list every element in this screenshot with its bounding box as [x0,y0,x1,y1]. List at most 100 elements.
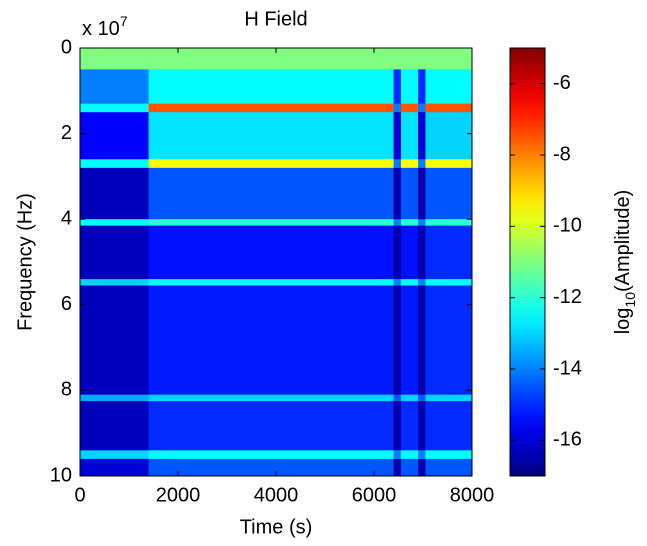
y-axis-label: Frequency (Hz) [14,193,36,331]
heat-cell [80,458,150,477]
heat-cell [425,69,473,105]
heat-cell [418,394,426,402]
heat-cell [148,112,395,160]
x-tick-label: 8000 [450,484,495,506]
heat-cell [393,219,402,227]
heat-cell [80,167,150,220]
heat-cell [80,285,150,396]
heat-cell [148,450,395,460]
heat-cell [425,279,473,287]
heat-cell [425,103,473,113]
colorbar-tick-label: -14 [553,357,582,379]
heat-cell [148,167,395,220]
heat-cell [148,279,395,287]
y-tick-label: 6 [61,293,72,315]
heat-cell [393,167,402,220]
heat-cell [80,159,150,169]
heat-cell [425,48,473,70]
heat-cell [148,458,395,477]
heat-cell [393,69,402,105]
heat-cell [148,219,395,227]
heat-cell [425,112,473,160]
heat-cell [80,69,150,105]
heat-cell [80,48,150,70]
heat-cell [418,159,426,169]
heat-cell [393,103,402,113]
colorbar-tick-label: -8 [553,143,571,165]
heat-cell [80,401,150,451]
heat-cell [418,450,426,460]
heat-cell [418,112,426,160]
heat-cell [80,394,150,402]
heat-cell [400,159,419,169]
heat-cell [400,219,419,227]
heat-cell [80,279,150,287]
colorbar [509,47,546,477]
heat-cell [393,112,402,160]
heat-cell [148,103,395,113]
heat-cell [400,450,419,460]
colorbar-label-rest: (Amplitude) [612,190,634,292]
heat-cell [418,167,426,220]
heat-cell [418,69,426,105]
heat-cell [80,112,150,160]
heat-cell [425,159,473,169]
heat-cell [400,394,419,402]
heat-cell [400,103,419,113]
heat-cell [425,167,473,220]
heat-cell [418,401,426,451]
heat-cell [393,225,402,280]
y-tick-label: 2 [61,122,72,144]
heat-cell [418,279,426,287]
heat-cell [148,48,395,70]
heat-cell [418,48,426,70]
heat-cell [80,219,150,227]
heat-cell [400,285,419,396]
y-multiplier-base: x 10 [82,18,120,40]
heat-cell [393,279,402,287]
y-tick-label: 4 [61,207,72,229]
x-tick-label: 0 [74,484,85,506]
heat-cell [400,225,419,280]
heat-cell [400,401,419,451]
heat-cell [393,159,402,169]
heat-cell [148,285,395,396]
x-tick-label: 4000 [254,484,299,506]
colorbar-label: log10(Amplitude) [612,190,637,335]
heat-cell [418,103,426,113]
heat-cell [425,394,473,402]
x-axis-label: Time (s) [240,516,313,538]
heat-cell [148,401,395,451]
x-tick-label: 6000 [352,484,397,506]
colorbar-tick-label: -16 [553,429,582,451]
x-tick-label: 2000 [156,484,201,506]
heat-cell [148,69,395,105]
heat-cell [148,159,395,169]
heat-cell [425,285,473,396]
heat-cell [400,69,419,105]
heat-cell [148,225,395,280]
y-tick-label: 0 [61,36,72,58]
colorbar-tick-label: -12 [553,286,582,308]
heat-cell [393,48,402,70]
y-tick-label: 8 [61,379,72,401]
heat-cell [400,458,419,477]
heat-cell [400,167,419,220]
heat-cell [393,394,402,402]
colorbar-label-base: log [612,308,634,335]
heat-cell [418,285,426,396]
heat-cell [400,48,419,70]
heat-cell [425,450,473,460]
heat-cell [400,279,419,287]
y-multiplier: x 107 [82,13,128,41]
colorbar-tick-label: -10 [553,215,582,237]
heat-cell [393,401,402,451]
heat-cell [425,401,473,451]
heat-cell [418,225,426,280]
heat-cell [393,450,402,460]
heat-cell [393,285,402,396]
colorbar-tick-label: -6 [553,72,571,94]
heat-cell [80,103,150,113]
heat-cell [425,458,473,477]
